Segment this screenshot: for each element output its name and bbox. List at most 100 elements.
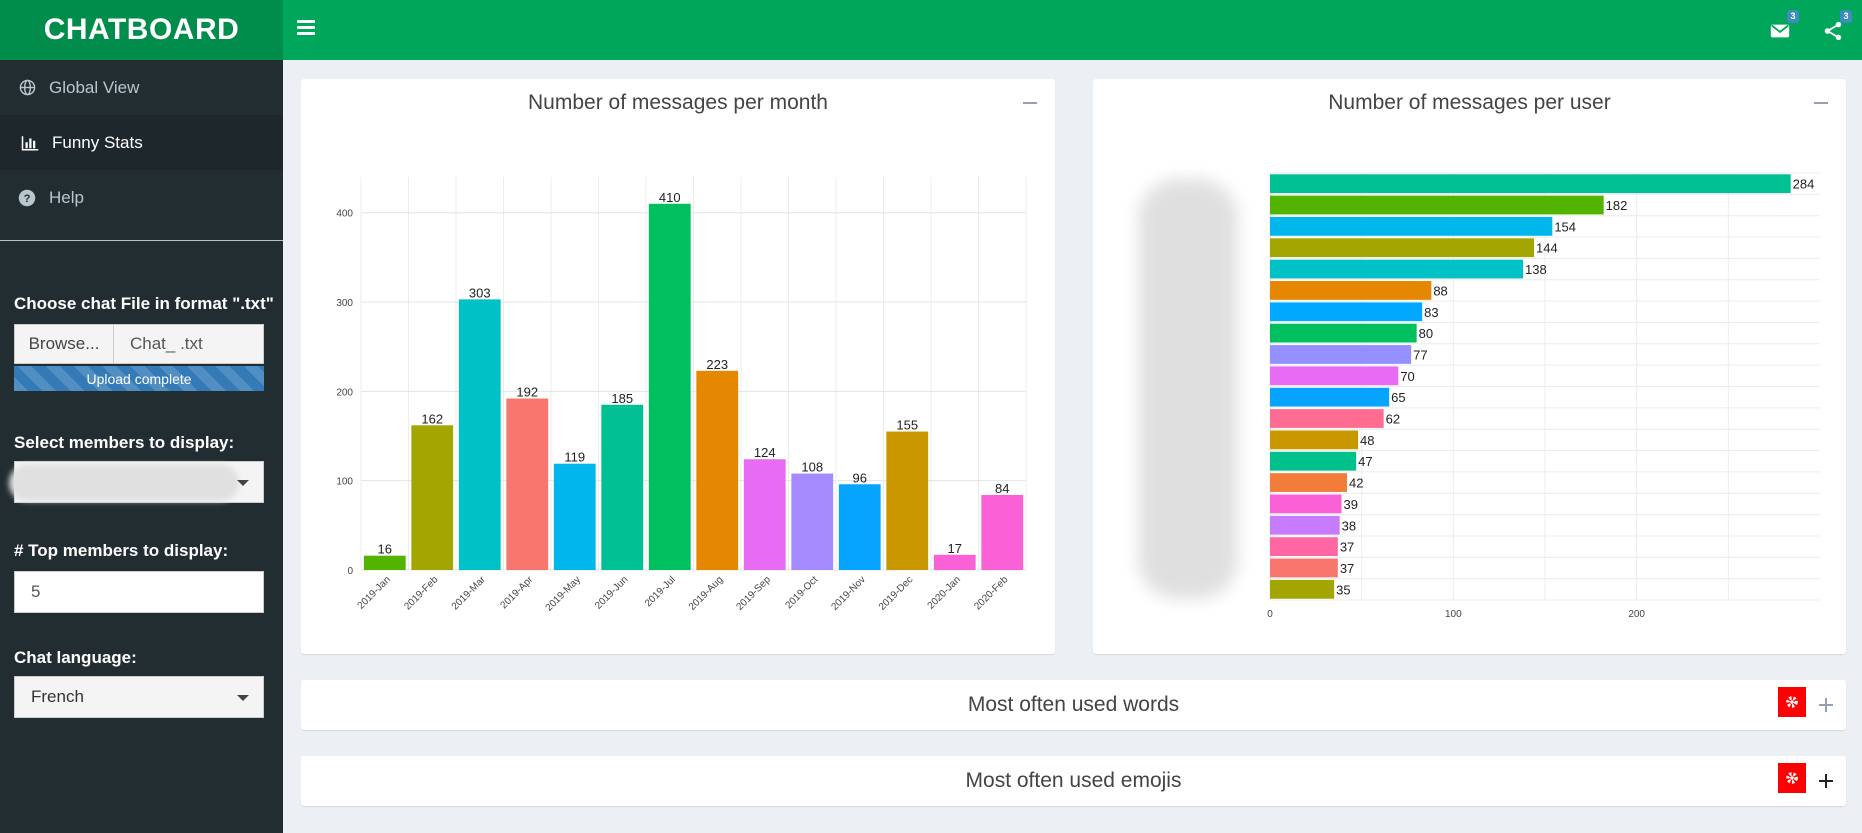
x-tick-label: 200 — [1628, 609, 1645, 620]
bar — [411, 425, 454, 570]
box-title: Most often used words — [967, 693, 1180, 716]
y-tick-label: 100 — [336, 477, 353, 488]
bar — [1270, 579, 1335, 599]
sidebar-item-help[interactable]: ? Help — [0, 170, 283, 225]
bar — [1270, 387, 1390, 407]
bar — [458, 299, 501, 570]
x-tick-label: 2019-Feb — [402, 574, 440, 612]
envelope-icon — [1770, 24, 1790, 38]
month-bar-chart: 0 100 200 300 400 16 2019-Jan 162 2019-Feb 303 201… — [336, 177, 1027, 614]
bar — [743, 459, 786, 570]
share-menu[interactable]: 3 — [1822, 10, 1852, 44]
file-name-field: Chat_ .txt — [114, 325, 263, 363]
bar-value-label: 70 — [1400, 369, 1414, 384]
expand-button[interactable] — [1816, 695, 1836, 715]
blurred-member-names — [9, 465, 239, 501]
bar — [1270, 409, 1384, 428]
bar — [1270, 238, 1534, 258]
upload-progress-bar: Upload complete — [14, 366, 264, 391]
bar-value-label: 42 — [1349, 476, 1363, 491]
members-select[interactable] — [9, 461, 264, 503]
x-tick-label: 2019-Jul — [643, 574, 678, 609]
blurred-user-names — [1138, 179, 1238, 599]
bar-value-label: 47 — [1358, 454, 1372, 469]
app-logo[interactable]: CHATBOARD — [0, 0, 283, 60]
bar-value-label: 16 — [378, 542, 392, 557]
y-tick-label: 0 — [347, 566, 353, 577]
bar-value-label: 182 — [1606, 198, 1628, 213]
x-tick-label: 2019-Dec — [877, 574, 915, 612]
sidebar-item-funny-stats[interactable]: Funny Stats — [0, 115, 283, 170]
bar-value-label: 154 — [1554, 219, 1576, 234]
question-circle-icon: ? — [17, 188, 37, 208]
sidebar-item-label: Funny Stats — [52, 132, 143, 152]
bar-value-label: 83 — [1424, 305, 1438, 320]
file-input[interactable]: Browse... Chat_ .txt — [14, 324, 264, 364]
bar-value-label: 62 — [1386, 412, 1400, 427]
bar — [648, 203, 691, 570]
collapse-button[interactable] — [1020, 93, 1040, 113]
bar — [838, 484, 881, 570]
chevron-down-icon — [237, 480, 249, 486]
top-navbar: 3 3 — [283, 0, 1862, 60]
bar-value-label: 77 — [1413, 347, 1427, 362]
bar — [1270, 259, 1523, 279]
bar — [553, 463, 596, 570]
svg-text:?: ? — [24, 192, 31, 204]
bar-value-label: 48 — [1360, 433, 1374, 448]
x-tick-label: 0 — [1267, 609, 1273, 620]
bar — [601, 404, 644, 570]
bar-value-label: 119 — [564, 450, 585, 465]
sidebar-item-global-view[interactable]: Global View — [0, 60, 283, 115]
bar — [1270, 558, 1338, 578]
expand-button[interactable] — [1816, 771, 1836, 791]
x-tick-label: 100 — [1445, 609, 1462, 620]
bar — [1270, 494, 1342, 514]
x-tick-label: 2020-Jan — [926, 574, 963, 611]
x-tick-label: 2019-Sep — [734, 574, 773, 613]
x-tick-label: 2019-Aug — [687, 574, 725, 612]
box-title: Most often used emojis — [965, 769, 1182, 792]
file-input-label: Choose chat File in format ".txt" — [14, 294, 274, 313]
share-icon — [1824, 21, 1842, 41]
bar — [1270, 216, 1553, 236]
share-badge: 3 — [1840, 10, 1852, 23]
bar — [1270, 281, 1432, 300]
gear-icon — [1786, 696, 1798, 708]
bar-value-label: 284 — [1793, 177, 1815, 192]
settings-button[interactable] — [1778, 763, 1806, 793]
top-members-input[interactable]: 5 — [14, 571, 264, 613]
box-title: Number of messages per month — [528, 91, 828, 114]
browse-button[interactable]: Browse... — [15, 325, 114, 363]
settings-button[interactable] — [1778, 687, 1806, 717]
language-select[interactable]: French — [14, 676, 264, 718]
bar-value-label: 410 — [659, 190, 681, 205]
messages-menu[interactable]: 3 — [1769, 10, 1799, 44]
bar-value-label: 37 — [1340, 540, 1354, 555]
bar-value-label: 162 — [421, 411, 443, 426]
bar — [1270, 366, 1399, 386]
box-title: Number of messages per user — [1328, 91, 1611, 114]
x-tick-label: 2019-Jan — [356, 574, 393, 611]
bar — [1270, 345, 1412, 364]
x-tick-label: 2019-Nov — [829, 574, 867, 612]
gear-icon — [1786, 772, 1798, 784]
globe-icon — [17, 78, 37, 98]
messages-per-month-box: Number of messages per month 0 100 200 300 4… — [301, 79, 1055, 654]
mail-badge: 3 — [1787, 10, 1799, 23]
bar — [696, 370, 739, 570]
bar — [1270, 537, 1338, 557]
bar — [1270, 515, 1340, 535]
bar-value-label: 37 — [1340, 561, 1354, 576]
sidebar-toggle-icon[interactable] — [297, 20, 315, 38]
chevron-down-icon — [237, 695, 249, 701]
y-tick-label: 400 — [336, 209, 353, 220]
collapse-button[interactable] — [1811, 93, 1831, 113]
top-members-label: # Top members to display: — [14, 541, 229, 560]
sidebar-item-label: Help — [49, 187, 84, 207]
bar — [933, 554, 976, 570]
y-tick-label: 300 — [336, 298, 353, 309]
bar — [1270, 430, 1358, 450]
x-tick-label: 2019-Oct — [784, 574, 821, 611]
bar-value-label: 84 — [995, 481, 1009, 496]
